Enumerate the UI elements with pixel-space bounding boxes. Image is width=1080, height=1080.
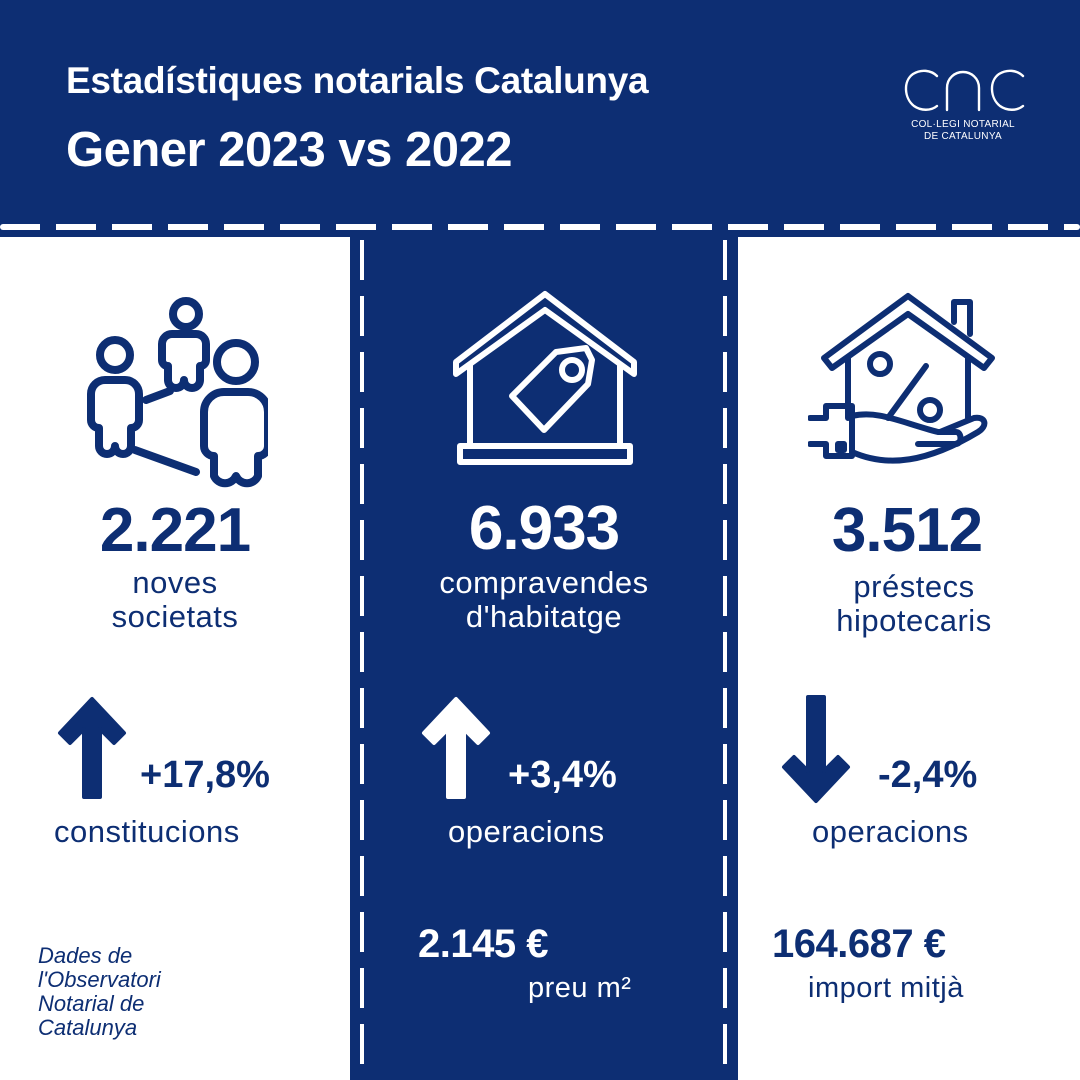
- arrow-up-icon: [58, 697, 126, 799]
- house-price-tag-icon: [453, 291, 637, 465]
- center-column-background: [350, 230, 738, 1080]
- cnc-logo-icon: [904, 69, 1025, 112]
- people-network-icon: [87, 297, 268, 488]
- source-line-3: Notarial de: [38, 991, 145, 1016]
- title-line-2: Gener 2023 vs 2022: [66, 123, 512, 177]
- average-amount-value: 164.687 €: [772, 922, 946, 966]
- title-line-1: Estadístiques notarials Catalunya: [66, 60, 649, 101]
- constitutions-label: constitucions: [54, 814, 240, 849]
- mortgages-label-2: hipotecaris: [836, 603, 992, 638]
- logo-text-line-1: COL·LEGI NOTARIAL: [911, 119, 1015, 130]
- home-sales-label-1: compravendes: [439, 565, 649, 600]
- logo-text-line-2: DE CATALUNYA: [923, 131, 1003, 142]
- data-source-note: Dades de l'Observatori Notarial de Catal…: [38, 944, 161, 1040]
- constitutions-change: +17,8%: [140, 754, 270, 796]
- source-line-4: Catalunya: [38, 1015, 138, 1040]
- price-per-m2-value: 2.145 €: [418, 922, 548, 966]
- cnc-logo: COL·LEGI NOTARIAL DE CATALUNYA: [898, 66, 1028, 143]
- new-companies-label-1: noves: [132, 565, 218, 600]
- header-banner: Estadístiques notarials Catalunya Gener …: [0, 0, 1080, 237]
- dashed-divider-left: [360, 240, 364, 1080]
- home-sales-change: +3,4%: [508, 754, 617, 796]
- home-sales-label-2: d'habitatge: [465, 599, 623, 634]
- arrow-up-icon: [422, 697, 490, 799]
- home-sales-value: 6.933: [468, 494, 620, 563]
- new-companies-label-2: societats: [111, 599, 239, 634]
- home-sales-change-label: operacions: [448, 814, 605, 849]
- house-percent-hand-icon: [808, 293, 995, 464]
- source-line-1: Dades de: [38, 943, 133, 968]
- mortgages-value: 3.512: [831, 496, 983, 565]
- dashed-divider-horizontal: [0, 224, 1080, 230]
- average-amount-label: import mitjà: [808, 972, 964, 1004]
- mortgages-change-label: operacions: [812, 814, 969, 849]
- price-per-m2-label: preu m²: [528, 972, 632, 1004]
- new-companies-value: 2.221: [99, 496, 251, 565]
- arrow-down-icon: [782, 695, 850, 803]
- source-line-2: l'Observatori: [38, 967, 161, 992]
- mortgages-change: -2,4%: [878, 754, 978, 796]
- dashed-divider-right: [723, 240, 727, 1080]
- mortgages-label-1: préstecs: [853, 569, 975, 604]
